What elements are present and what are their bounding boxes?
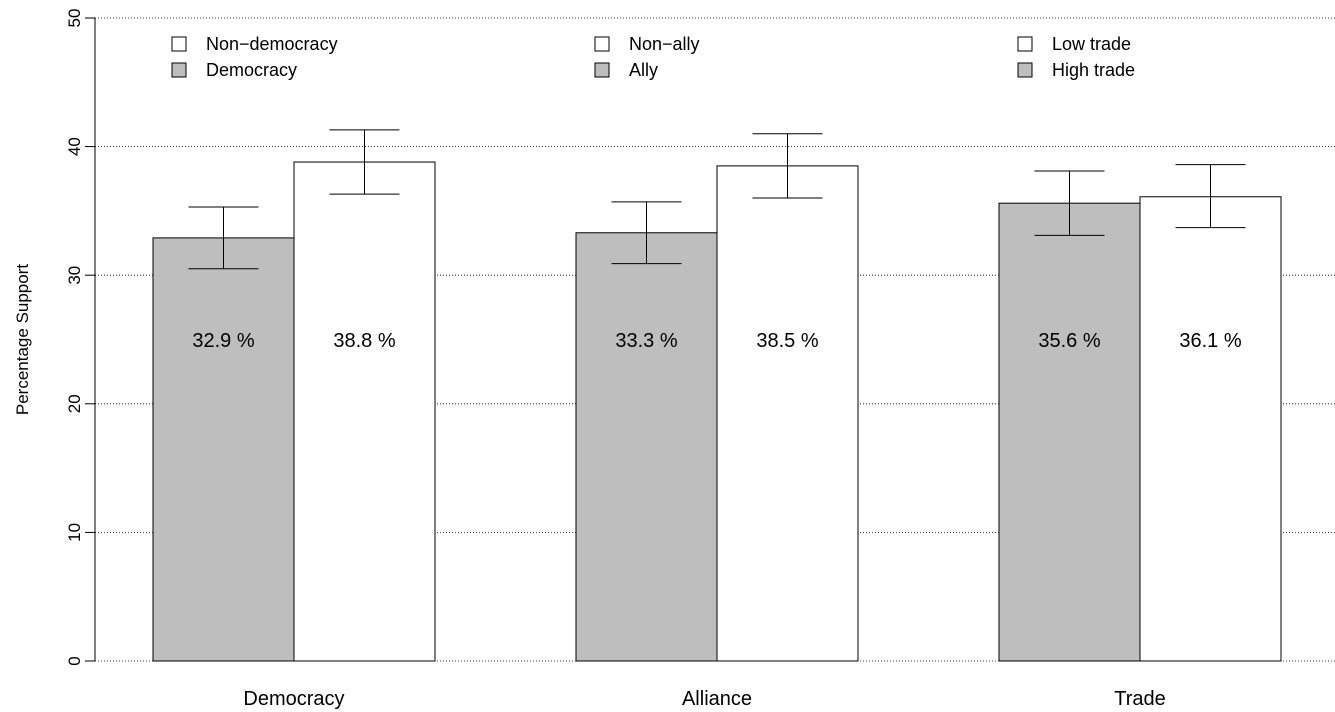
data-label: 38.8 %: [333, 330, 395, 352]
y-tick-label: 30: [65, 266, 84, 285]
data-label: 33.3 %: [615, 330, 677, 352]
bar: [152, 237, 295, 662]
legend-swatch: [171, 36, 187, 52]
category-label: Trade: [1114, 688, 1166, 710]
data-label: 35.6 %: [1038, 330, 1100, 352]
bar: [716, 165, 859, 662]
data-label: 32.9 %: [192, 330, 254, 352]
data-label: 36.1 %: [1179, 330, 1241, 352]
y-tick-label: 40: [65, 137, 84, 156]
legend-label: Non−ally: [629, 34, 700, 54]
legend-label: High trade: [1052, 60, 1135, 80]
y-tick-label: 0: [65, 656, 84, 665]
y-tick-label: 10: [65, 523, 84, 542]
legend-swatch: [594, 36, 610, 52]
y-axis-label: Percentage Support: [13, 264, 32, 415]
y-tick-label: 20: [65, 394, 84, 413]
data-label: 38.5 %: [756, 330, 818, 352]
bar: [998, 202, 1141, 662]
legend-swatch: [171, 62, 187, 78]
legend-label: Ally: [629, 60, 658, 80]
legend-label: Low trade: [1052, 34, 1131, 54]
legend-swatch: [1017, 36, 1033, 52]
bar: [293, 161, 436, 662]
legend-label: Democracy: [206, 60, 297, 80]
y-tick-label: 50: [65, 9, 84, 28]
bar: [1139, 196, 1282, 662]
category-label: Democracy: [243, 688, 344, 710]
legend-swatch: [1017, 62, 1033, 78]
category-label: Alliance: [682, 688, 752, 710]
legend-swatch: [594, 62, 610, 78]
bar: [575, 232, 718, 662]
legend-label: Non−democracy: [206, 34, 338, 54]
